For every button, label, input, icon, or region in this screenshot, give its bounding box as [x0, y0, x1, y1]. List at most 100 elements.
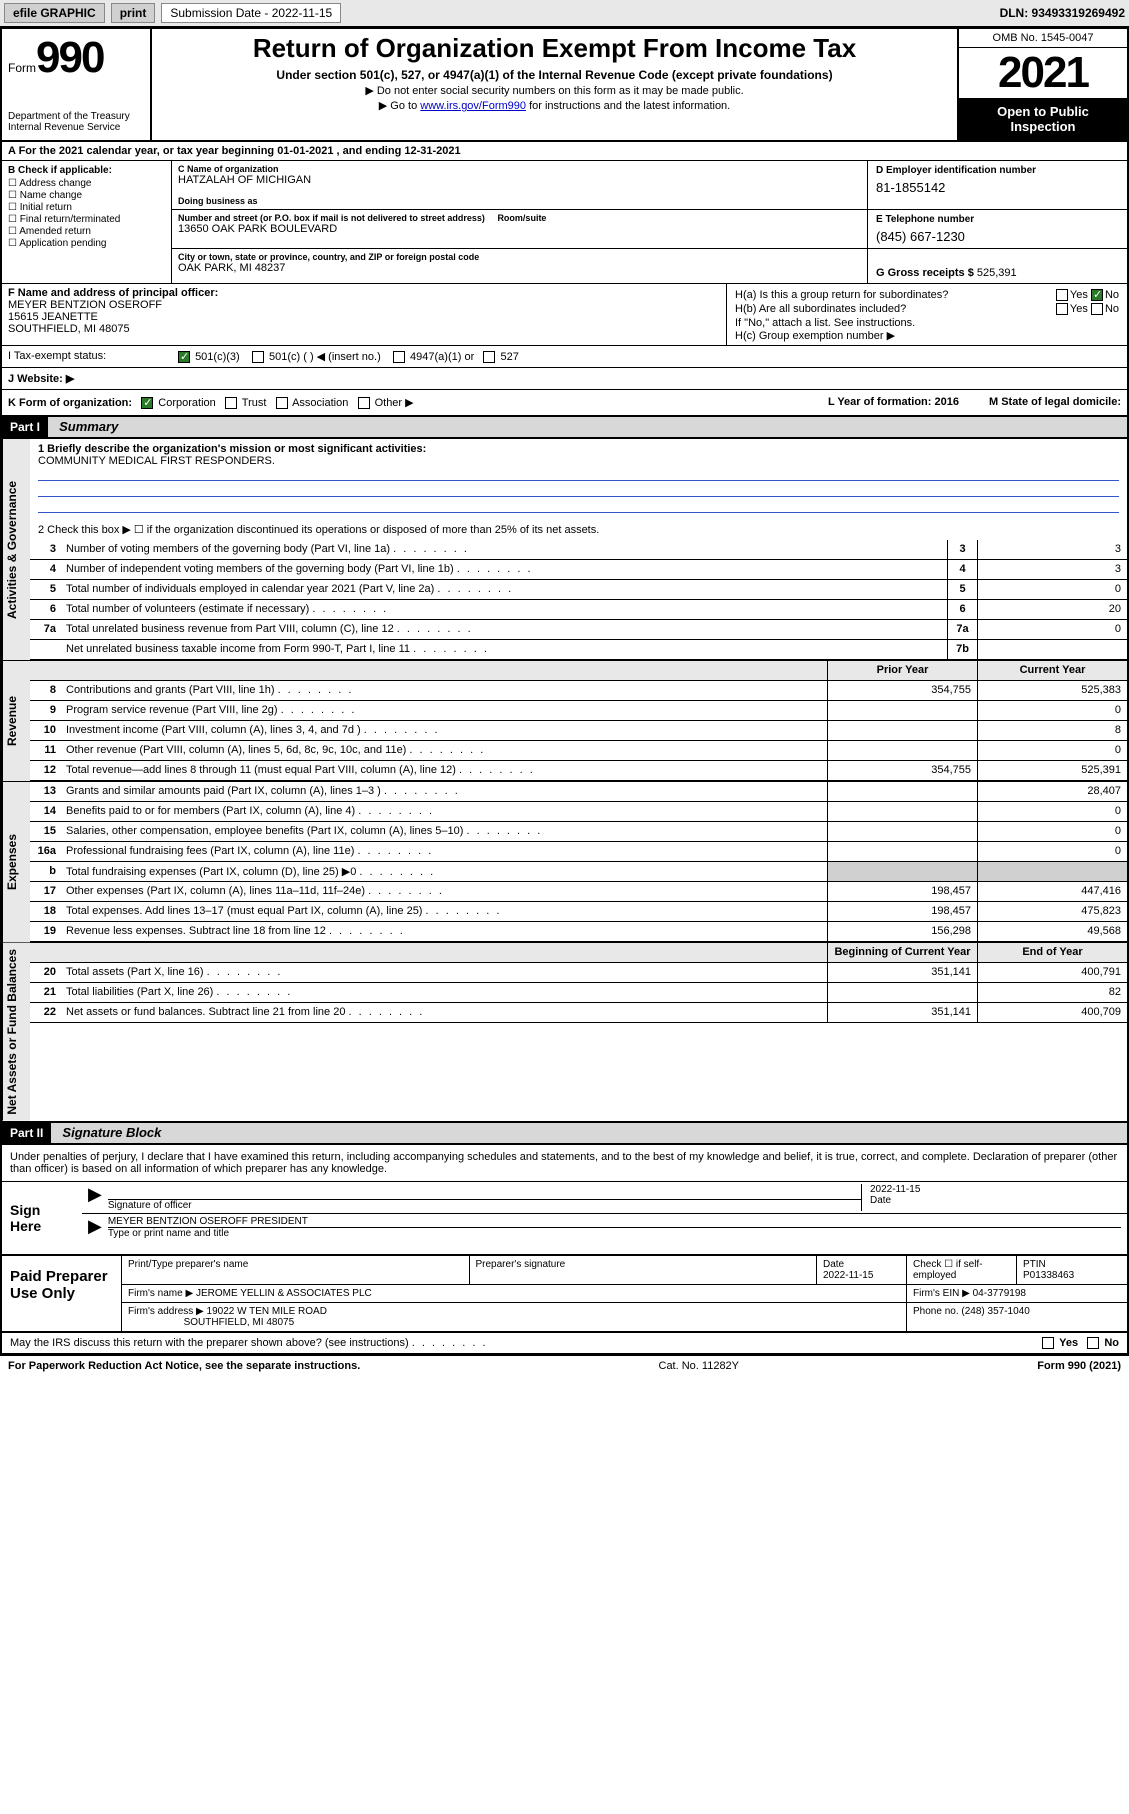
- chk-other[interactable]: [358, 397, 370, 409]
- row-a-period: A For the 2021 calendar year, or tax yea…: [2, 142, 1127, 161]
- chk-amended[interactable]: ☐ Amended return: [8, 226, 165, 237]
- gov-row: Net unrelated business taxable income fr…: [30, 640, 1127, 660]
- chk-527[interactable]: [483, 351, 495, 363]
- tax-year: 2021: [959, 48, 1127, 98]
- tel-label: E Telephone number: [876, 214, 1119, 225]
- col-b-label: B Check if applicable:: [8, 165, 165, 176]
- prep-sig-header: Preparer's signature: [470, 1256, 818, 1284]
- gov-row: 3 Number of voting members of the govern…: [30, 540, 1127, 560]
- sign-here-label: Sign Here: [2, 1182, 82, 1254]
- hb-yes[interactable]: [1056, 303, 1068, 315]
- addr-label: Number and street (or P.O. box if mail i…: [178, 213, 861, 223]
- irs-label: Internal Revenue Service: [8, 122, 144, 133]
- sig-arrow2-icon: ▶: [88, 1216, 102, 1240]
- part1-header: Part I: [2, 417, 48, 437]
- form-label: Form: [8, 61, 36, 75]
- firm-phone-label: Phone no.: [913, 1306, 959, 1317]
- data-row: 13 Grants and similar amounts paid (Part…: [30, 782, 1127, 802]
- part2-title: Signature Block: [54, 1125, 161, 1140]
- paid-preparer-label: Paid Preparer Use Only: [2, 1256, 122, 1331]
- prep-date-header: Date: [823, 1259, 844, 1270]
- prep-date: 2022-11-15: [823, 1270, 873, 1281]
- data-row: 20 Total assets (Part X, line 16) 351,14…: [30, 963, 1127, 983]
- ssn-note: ▶ Do not enter social security numbers o…: [158, 84, 951, 97]
- sig-name-label: Type or print name and title: [108, 1228, 229, 1239]
- paperwork-notice: For Paperwork Reduction Act Notice, see …: [8, 1360, 360, 1372]
- gross-label: G Gross receipts $: [876, 267, 974, 279]
- cat-number: Cat. No. 11282Y: [659, 1360, 740, 1372]
- efile-button[interactable]: efile GRAPHIC: [4, 3, 105, 23]
- firm-name: JEROME YELLIN & ASSOCIATES PLC: [196, 1288, 372, 1299]
- data-row: 8 Contributions and grants (Part VIII, l…: [30, 681, 1127, 701]
- form-number: 990: [36, 33, 103, 82]
- submission-date: Submission Date - 2022-11-15: [161, 3, 341, 23]
- gross-value: 525,391: [977, 267, 1017, 279]
- year-formation: L Year of formation: 2016: [828, 396, 959, 409]
- officer-addr1: 15615 JEANETTE: [8, 311, 98, 323]
- prep-ptin: P01338463: [1023, 1270, 1074, 1281]
- firm-ein-label: Firm's EIN ▶: [913, 1288, 970, 1299]
- form-subtitle: Under section 501(c), 527, or 4947(a)(1)…: [158, 68, 951, 82]
- chk-address[interactable]: ☐ Address change: [8, 178, 165, 189]
- chk-final[interactable]: ☐ Final return/terminated: [8, 214, 165, 225]
- org-name-label: C Name of organization: [178, 164, 861, 174]
- firm-phone: (248) 357-1040: [961, 1306, 1029, 1317]
- officer-label: F Name and address of principal officer:: [8, 287, 218, 299]
- form-ref: Form 990 (2021): [1037, 1360, 1121, 1372]
- row-i-label: I Tax-exempt status:: [2, 346, 172, 367]
- chk-initial[interactable]: ☐ Initial return: [8, 202, 165, 213]
- chk-name[interactable]: ☐ Name change: [8, 190, 165, 201]
- prep-ptin-header: PTIN: [1023, 1259, 1046, 1270]
- officer-name: MEYER BENTZION OSEROFF: [8, 299, 162, 311]
- gov-row: 5 Total number of individuals employed i…: [30, 580, 1127, 600]
- data-row: 15 Salaries, other compensation, employe…: [30, 822, 1127, 842]
- officer-addr2: SOUTHFIELD, MI 48075: [8, 323, 130, 335]
- chk-501c3[interactable]: [178, 351, 190, 363]
- dln-label: DLN: 93493319269492: [1000, 6, 1125, 20]
- sig-officer-label: Signature of officer: [108, 1200, 192, 1211]
- sidebar-revenue: Revenue: [2, 661, 30, 781]
- ha-yes[interactable]: [1056, 289, 1068, 301]
- firm-ein: 04-3779198: [973, 1288, 1026, 1299]
- ha-no[interactable]: [1091, 289, 1103, 301]
- chk-501c[interactable]: [252, 351, 264, 363]
- city-value: OAK PARK, MI 48237: [178, 262, 861, 274]
- chk-pending[interactable]: ☐ Application pending: [8, 238, 165, 249]
- print-button[interactable]: print: [111, 3, 156, 23]
- hb-no[interactable]: [1091, 303, 1103, 315]
- hc-label: H(c) Group exemption number ▶: [735, 329, 1119, 342]
- current-year-header: Current Year: [977, 661, 1127, 680]
- tel-value: (845) 667-1230: [876, 229, 1119, 244]
- prep-self-employed[interactable]: Check ☐ if self-employed: [907, 1256, 1017, 1284]
- sig-date-label: Date: [870, 1195, 891, 1206]
- may-yes[interactable]: [1042, 1337, 1054, 1349]
- chk-4947[interactable]: [393, 351, 405, 363]
- may-no[interactable]: [1087, 1337, 1099, 1349]
- penalty-statement: Under penalties of perjury, I declare th…: [2, 1145, 1127, 1182]
- data-row: 11 Other revenue (Part VIII, column (A),…: [30, 741, 1127, 761]
- dept-label: Department of the Treasury: [8, 111, 144, 122]
- data-row: 17 Other expenses (Part IX, column (A), …: [30, 882, 1127, 902]
- data-row: 16a Professional fundraising fees (Part …: [30, 842, 1127, 862]
- ein-label: D Employer identification number: [876, 165, 1119, 176]
- org-name: HATZALAH OF MICHIGAN: [178, 174, 861, 186]
- data-row: 21 Total liabilities (Part X, line 26) 8…: [30, 983, 1127, 1003]
- prior-year-header: Prior Year: [827, 661, 977, 680]
- gov-row: 7a Total unrelated business revenue from…: [30, 620, 1127, 640]
- data-row: 18 Total expenses. Add lines 13–17 (must…: [30, 902, 1127, 922]
- chk-trust[interactable]: [225, 397, 237, 409]
- firm-addr2: SOUTHFIELD, MI 48075: [184, 1317, 295, 1328]
- chk-assoc[interactable]: [276, 397, 288, 409]
- chk-corp[interactable]: [141, 397, 153, 409]
- data-row: 22 Net assets or fund balances. Subtract…: [30, 1003, 1127, 1023]
- hb-note: If "No," attach a list. See instructions…: [735, 317, 1119, 329]
- gov-row: 6 Total number of volunteers (estimate i…: [30, 600, 1127, 620]
- sidebar-expenses: Expenses: [2, 782, 30, 942]
- irs-link[interactable]: www.irs.gov/Form990: [420, 100, 526, 112]
- firm-addr-label: Firm's address ▶: [128, 1306, 204, 1317]
- ha-label: H(a) Is this a group return for subordin…: [735, 289, 948, 301]
- dba-label: Doing business as: [178, 196, 861, 206]
- form-header: Form990 Department of the Treasury Inter…: [2, 29, 1127, 142]
- part2-header: Part II: [2, 1123, 51, 1143]
- hb-label: H(b) Are all subordinates included?: [735, 303, 906, 315]
